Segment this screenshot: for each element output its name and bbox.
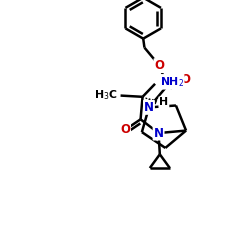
Text: O: O [120,123,130,136]
Text: N: N [144,101,154,114]
Text: H: H [159,97,168,107]
Text: N: N [154,126,164,140]
Text: O: O [180,73,190,86]
Text: H$_3$C: H$_3$C [94,89,118,102]
Text: NH$_2$: NH$_2$ [160,75,184,89]
Text: O: O [154,59,164,72]
